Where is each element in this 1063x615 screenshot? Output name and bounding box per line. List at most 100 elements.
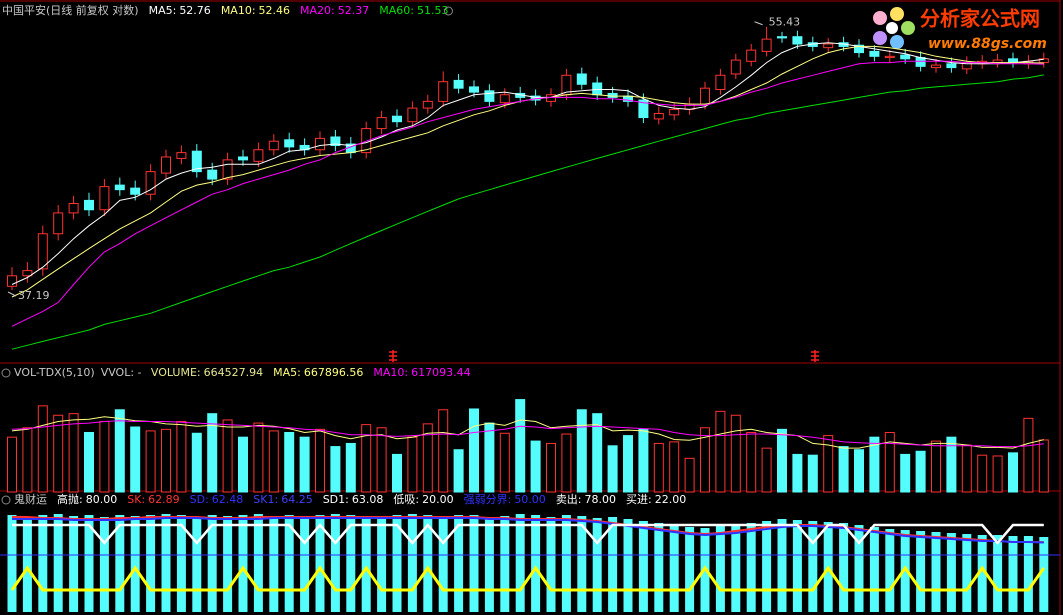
panel-icon [1,368,11,378]
candle-body [453,79,464,89]
legend-name: MA60: [379,4,414,17]
legend-name: 买进: [626,493,652,506]
indicator-bar [977,535,987,612]
series-line [11,60,1044,327]
candle-body [238,156,248,161]
candle-body [792,36,803,45]
indicator-bar [808,521,818,612]
panel-subtitle: VVOL: - [101,366,142,379]
indicator-bar [176,515,186,612]
volume-bar [546,442,556,493]
candle-body [284,139,295,148]
indicator-bar [962,534,972,612]
volume-bar [530,440,541,493]
volume-bar [1038,439,1049,493]
panel-icon [1,495,11,505]
series-line [11,74,1044,350]
indicator-bar [454,515,464,612]
candle-body [900,54,911,60]
indicator-bar [1008,536,1018,612]
indicator-bar [654,523,664,612]
candle-body [84,199,94,211]
volume-bar [53,414,64,493]
candle-body [592,82,603,96]
indicator-bar [531,515,541,612]
volume-bar [161,428,171,493]
indicator-bar [53,514,63,612]
indicator-bar [423,515,433,612]
volume-bar [145,430,156,493]
indicator-bar [900,530,910,612]
volume-bar [823,435,834,493]
volume-bar [345,442,356,493]
logo-petal [890,35,904,49]
volume-bar [684,457,695,493]
volume-bar [761,447,772,493]
logo-petal [901,21,915,35]
candle-body [777,36,787,39]
candle-body [407,107,418,123]
candle-body [499,94,510,104]
logo: 分析家公式网 www.88gs.com [873,7,1047,52]
volume-bar [961,444,972,493]
candle-body [484,90,495,102]
volume-bar [900,453,911,493]
candle-body [915,57,926,67]
legend-value: 20.00 [422,493,454,506]
indicator-bar [608,517,618,612]
volume-bar [592,413,603,493]
legend-value: 62.48 [212,493,244,506]
indicator-bar [330,514,340,612]
volume-bar [499,432,510,493]
series-line [12,517,1044,544]
legend-name: 强弱分界: [464,493,512,506]
volume-bar [37,405,48,493]
legend-name: MA5: [149,4,177,17]
candle-body [222,159,233,180]
candle-body [376,117,387,130]
indicator-bar [377,517,387,612]
legend-name: MA10: [373,366,408,379]
legend-name: 高抛: [57,492,83,506]
volume-bar [238,436,248,493]
volume-bar [130,426,141,493]
volume-bar [854,449,864,493]
volume-bar [268,430,279,493]
volume-bar [68,413,79,493]
legend-value: 664527.94 [204,366,264,379]
candle-body [392,115,402,123]
volume-bar [838,446,849,493]
candle-body [746,49,757,62]
legend-value: 50.00 [514,493,546,506]
volume-bar [561,433,572,493]
panel-header: 中国平安(日线 前复权 对数) MA5: 52.76 MA10: 52.46 MA20: 5… [2,3,448,17]
indicator-bar [469,515,479,612]
indicator-bar [223,516,233,612]
legend-name: MA5: [273,366,301,379]
volume-bar [407,436,418,493]
volume-bar [330,446,341,493]
candle-body [730,59,741,75]
indicator-bar [361,516,371,612]
indicator-bar [685,527,695,612]
legend-value: 51.53 [417,4,449,17]
marker-glyph [811,350,819,362]
candle-body [931,64,941,69]
panel-header: 鬼财运 高抛: 80.00 SK: 62.89 SD: 62.48 SK1: 64.25 SD1:… [14,492,686,506]
volume-bar [884,431,895,493]
volume-bar [715,410,726,493]
volume-bar [299,436,310,493]
volume-bar [315,428,325,493]
indicator-bar [1039,537,1049,612]
logo-petal [873,11,887,25]
volume-bar [669,441,680,493]
indicator-bar [561,515,571,612]
volume-bar [977,454,988,493]
indicator-bar [669,525,679,612]
indicator-bar [22,517,32,612]
series-line [11,42,1044,285]
annotation-pointer [754,21,763,26]
series-line [11,416,1044,449]
panel-title: VOL-TDX(5,10) [14,366,95,379]
indicator-bar [315,515,325,612]
